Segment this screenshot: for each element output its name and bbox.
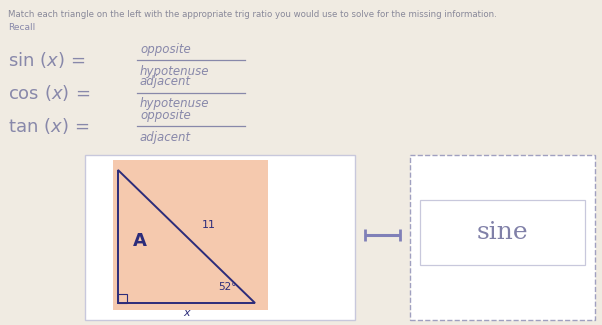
Text: adjacent: adjacent (140, 131, 191, 144)
Bar (113, 160, 268, 310)
Text: Recall: Recall (8, 23, 36, 32)
Text: opposite: opposite (140, 43, 191, 56)
Text: adjacent: adjacent (140, 75, 191, 88)
Bar (420, 200, 585, 265)
Text: Match each triangle on the left with the appropriate trig ratio you would use to: Match each triangle on the left with the… (8, 10, 497, 19)
Text: opposite: opposite (140, 109, 191, 122)
Bar (85, 155, 355, 320)
Text: $\tan\,(x)\,=$: $\tan\,(x)\,=$ (8, 116, 90, 136)
Bar (410, 155, 595, 320)
Text: 52°: 52° (218, 282, 236, 292)
Text: A: A (133, 232, 147, 251)
Bar (118, 294, 127, 303)
Text: $\sin\,(x)\,=$: $\sin\,(x)\,=$ (8, 50, 86, 70)
Text: hypotenuse: hypotenuse (140, 64, 209, 77)
Text: $\cos\,(x)\,=$: $\cos\,(x)\,=$ (8, 83, 90, 103)
Polygon shape (118, 170, 255, 303)
Text: 11: 11 (202, 219, 216, 229)
Text: x: x (183, 308, 190, 318)
Text: hypotenuse: hypotenuse (140, 98, 209, 111)
Text: sine: sine (477, 221, 529, 244)
